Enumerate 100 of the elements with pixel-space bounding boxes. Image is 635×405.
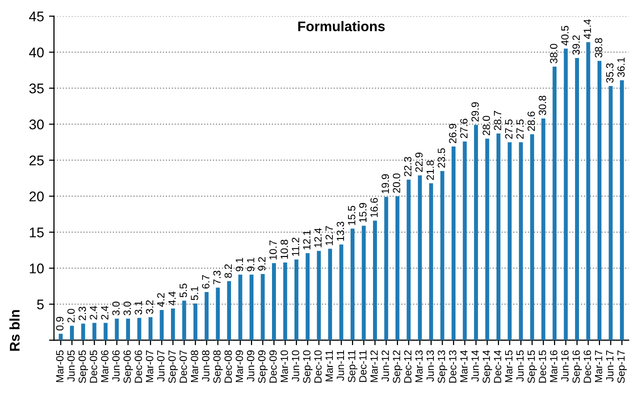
data-label: 29.9 bbox=[471, 102, 479, 122]
x-tick-label: Jun-16 bbox=[561, 350, 569, 382]
bar bbox=[126, 318, 130, 340]
data-label: 3.0 bbox=[112, 302, 120, 316]
data-label: 9.2 bbox=[258, 257, 266, 271]
x-tick-label: Sep-17 bbox=[617, 350, 627, 384]
bar bbox=[81, 324, 86, 340]
x-tick-label: Sep-09 bbox=[258, 350, 268, 384]
bar bbox=[350, 228, 354, 340]
data-label: 23.5 bbox=[438, 148, 446, 168]
bar bbox=[440, 171, 444, 340]
bar bbox=[238, 274, 242, 340]
data-label: 12.7 bbox=[326, 226, 333, 246]
bar bbox=[216, 288, 220, 340]
bar bbox=[474, 124, 478, 340]
data-label: 4.4 bbox=[168, 291, 176, 306]
data-label: 26.9 bbox=[448, 124, 456, 144]
x-tick-label: Dec-16 bbox=[584, 350, 592, 383]
data-label: 28.0 bbox=[482, 116, 490, 136]
data-label: 35.3 bbox=[606, 63, 614, 83]
data-label: 36.1 bbox=[617, 58, 625, 78]
bar bbox=[283, 262, 288, 340]
bar bbox=[104, 322, 108, 340]
data-label: 7.3 bbox=[213, 270, 221, 284]
data-label: 28.6 bbox=[528, 112, 535, 131]
x-tick-label: Mar-11 bbox=[326, 350, 333, 382]
bar bbox=[148, 317, 152, 340]
x-tick-label: Dec-11 bbox=[359, 350, 367, 382]
x-tick-label: Sep-05 bbox=[78, 350, 88, 384]
x-tick-label: Dec-10 bbox=[314, 350, 322, 383]
bar bbox=[316, 250, 321, 340]
x-tick-label: Jun-07 bbox=[157, 350, 165, 382]
x-tick-label: Mar-16 bbox=[550, 350, 558, 382]
x-tick-label: Mar-08 bbox=[190, 350, 198, 382]
data-label: 3.0 bbox=[123, 302, 131, 316]
x-tick-label: Dec-14 bbox=[494, 350, 502, 383]
bar bbox=[328, 248, 332, 340]
data-label: 5.5 bbox=[180, 284, 187, 298]
data-label: 12.1 bbox=[303, 230, 310, 250]
data-label: 2.4 bbox=[90, 306, 98, 320]
data-label: 21.8 bbox=[426, 160, 434, 180]
y-tick-label: 45 bbox=[29, 12, 44, 22]
data-label: 27.5 bbox=[516, 119, 524, 139]
data-label: 27.5 bbox=[505, 119, 512, 139]
bar bbox=[92, 322, 96, 340]
x-tick-label: Dec-13 bbox=[448, 350, 456, 383]
data-label: 19.9 bbox=[382, 174, 390, 194]
x-tick-label: Mar-15 bbox=[505, 350, 512, 382]
data-label: 9.1 bbox=[246, 258, 254, 272]
data-label: 39.2 bbox=[572, 35, 580, 55]
x-tick-label: Dec-06 bbox=[134, 350, 142, 383]
x-tick-label: Jun-08 bbox=[202, 350, 210, 382]
data-label: 3.2 bbox=[146, 300, 154, 314]
x-tick-label: Mar-17 bbox=[594, 350, 602, 382]
bar bbox=[395, 196, 400, 340]
x-tick-label: Jun-09 bbox=[246, 350, 254, 382]
data-label: 16.6 bbox=[370, 198, 378, 218]
x-tick-label: Sep-14 bbox=[482, 350, 492, 384]
x-tick-label: Mar-09 bbox=[236, 350, 244, 382]
data-label: 5.1 bbox=[190, 286, 198, 300]
bar bbox=[384, 196, 388, 340]
bar bbox=[518, 142, 523, 340]
bar bbox=[620, 80, 624, 340]
x-tick-label: Mar-06 bbox=[101, 350, 108, 382]
y-axis-title: Rs bln bbox=[9, 310, 20, 351]
x-tick-label: Dec-08 bbox=[224, 350, 232, 383]
data-label: 2.4 bbox=[101, 306, 108, 320]
x-tick-label: Jun-15 bbox=[516, 350, 524, 382]
bar bbox=[429, 183, 434, 340]
data-label: 30.8 bbox=[538, 96, 546, 116]
data-label: 0.9 bbox=[56, 316, 64, 330]
data-label: 10.8 bbox=[280, 240, 288, 259]
bar bbox=[496, 134, 500, 340]
bar bbox=[306, 253, 310, 340]
bar bbox=[250, 274, 254, 340]
y-tick-label: 15 bbox=[30, 228, 44, 238]
x-tick-label: Sep-11 bbox=[348, 350, 358, 382]
x-tick-label: Mar-07 bbox=[146, 350, 154, 382]
data-label: 13.3 bbox=[336, 222, 344, 241]
data-label: 9.1 bbox=[236, 258, 244, 272]
data-label: 38.8 bbox=[594, 38, 602, 58]
bar bbox=[114, 318, 119, 340]
x-tick-label: Sep-06 bbox=[123, 350, 133, 384]
data-label: 28.7 bbox=[494, 110, 502, 130]
bar bbox=[182, 300, 186, 340]
data-label: 8.2 bbox=[224, 264, 232, 278]
x-tick-label: Jun-14 bbox=[472, 350, 479, 382]
y-tick-label: 25 bbox=[30, 156, 44, 166]
x-tick-label: Jun-11 bbox=[336, 350, 344, 381]
data-label: 22.9 bbox=[415, 152, 423, 172]
x-tick-label: Dec-12 bbox=[404, 350, 412, 383]
bar bbox=[339, 244, 344, 340]
bar bbox=[70, 326, 74, 340]
bar bbox=[564, 48, 568, 340]
data-label: 27.6 bbox=[460, 118, 468, 138]
x-tick-label: Mar-12 bbox=[370, 350, 378, 382]
x-tick-label: Sep-08 bbox=[213, 350, 223, 384]
data-label: 20.0 bbox=[392, 173, 400, 193]
bar bbox=[598, 60, 602, 340]
x-tick-label: Jun-13 bbox=[426, 350, 434, 382]
